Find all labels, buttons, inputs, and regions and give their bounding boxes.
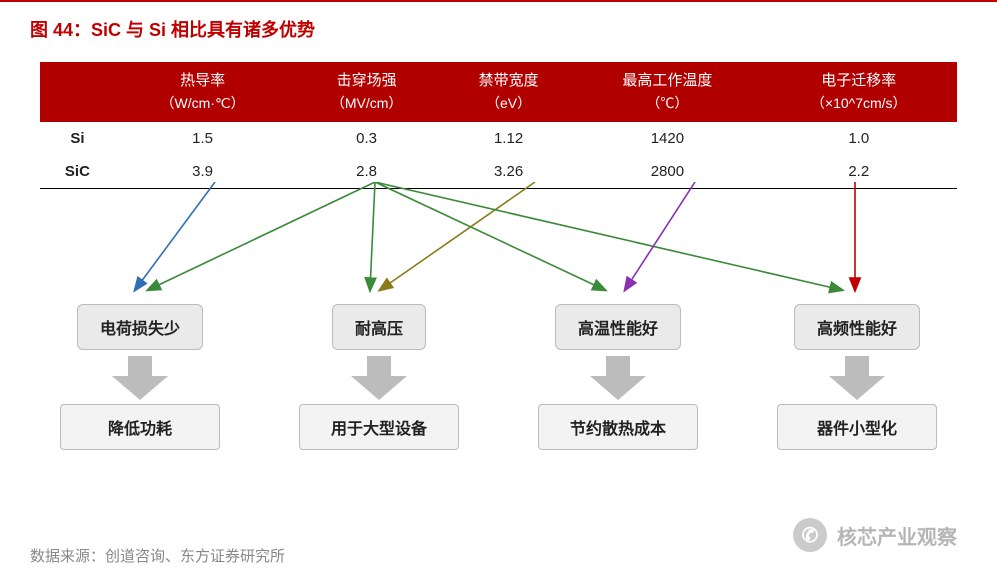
table-row: Si 1.5 0.3 1.12 1420 1.0 [40,122,957,155]
watermark: ✆ 核芯产业观察 [793,518,957,552]
content-wrap: 热导率（W/cm·℃） 击穿场强（MV/cm） 禁带宽度（eV） 最高工作温度（… [0,52,997,189]
row-label: Si [40,122,115,155]
comparison-table: 热导率（W/cm·℃） 击穿场强（MV/cm） 禁带宽度（eV） 最高工作温度（… [40,62,957,189]
arrow-breakdown-to-hf [375,182,842,290]
arrow-breakdown-to-lowloss [148,182,375,290]
figure-title: 图 44：SiC 与 Si 相比具有诸多优势 [0,0,997,52]
arrow-bandgap-to-hv [380,182,535,290]
down-arrow-icon [588,356,648,400]
benefit-col-0: 电荷损失少 降低功耗 [40,304,240,450]
benefit-tag: 耐高压 [332,304,426,350]
th-col-3: 最高工作温度（℃） [574,62,760,122]
th-col-1: 击穿场强（MV/cm） [290,62,443,122]
cell: 0.3 [290,122,443,155]
benefit-result: 降低功耗 [60,404,220,450]
arrow-temp-to-hitemp [625,182,695,290]
wechat-icon: ✆ [793,518,827,552]
watermark-text: 核芯产业观察 [837,521,957,550]
arrow-thermal-to-lowloss [135,182,215,290]
benefit-result: 用于大型设备 [299,404,459,450]
benefit-tag: 电荷损失少 [77,304,203,350]
th-col-4: 电子迁移率（×10^7cm/s） [760,62,957,122]
benefit-col-2: 高温性能好 节约散热成本 [518,304,718,450]
benefit-columns: 电荷损失少 降低功耗 耐高压 用于大型设备 高温性能好 节约散热成本 高频性能好… [0,304,997,450]
th-col-2: 禁带宽度（eV） [443,62,574,122]
cell: 1.0 [760,122,957,155]
cell: 1.5 [115,122,291,155]
data-source: 数据来源：创道咨询、东方证券研究所 [30,545,285,566]
th-empty [40,62,115,122]
connector-arrows [40,182,957,302]
cell: 1.12 [443,122,574,155]
th-col-0: 热导率（W/cm·℃） [115,62,291,122]
benefit-col-3: 高频性能好 器件小型化 [757,304,957,450]
down-arrow-icon [349,356,409,400]
down-arrow-icon [110,356,170,400]
arrow-breakdown-to-hitemp [375,182,605,290]
benefit-col-1: 耐高压 用于大型设备 [279,304,479,450]
benefit-result: 器件小型化 [777,404,937,450]
arrow-breakdown-to-hv [370,182,375,290]
benefit-tag: 高温性能好 [555,304,681,350]
benefit-result: 节约散热成本 [538,404,698,450]
down-arrow-icon [827,356,887,400]
cell: 1420 [574,122,760,155]
benefit-tag: 高频性能好 [794,304,920,350]
